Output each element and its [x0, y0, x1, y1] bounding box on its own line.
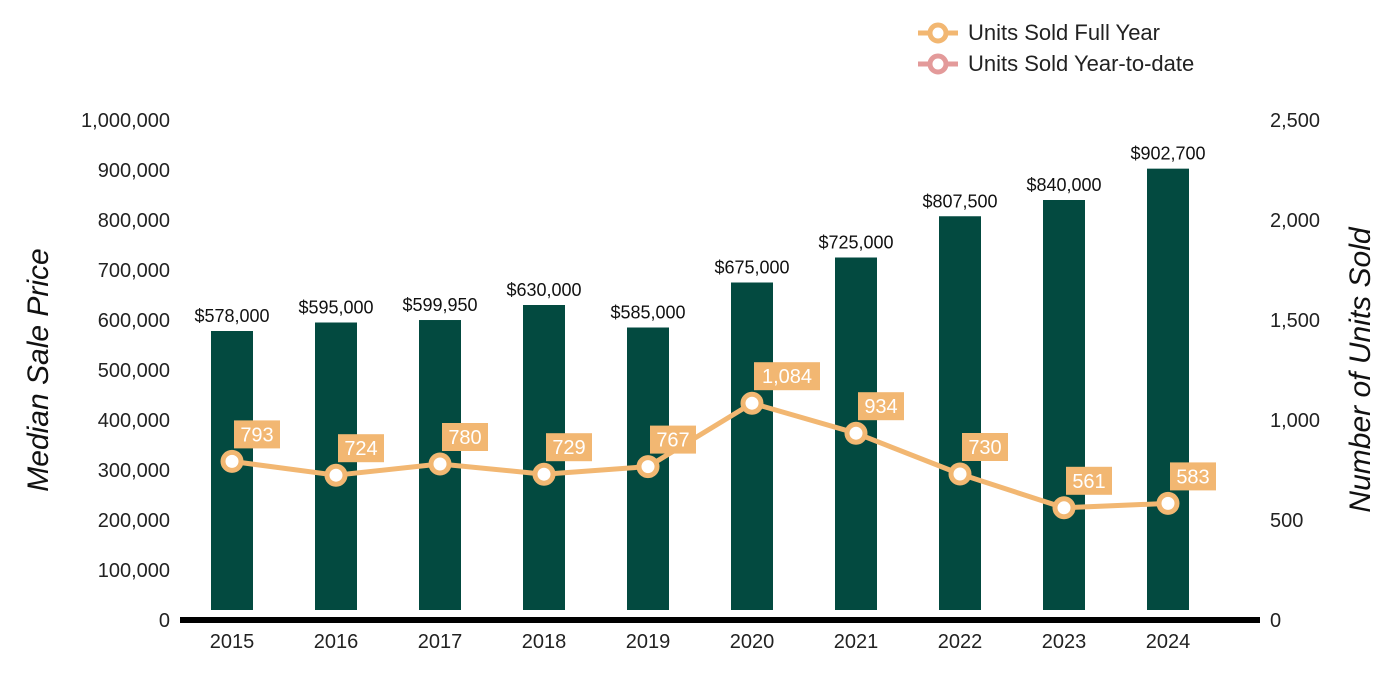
legend-label: Units Sold Year-to-date: [968, 51, 1194, 76]
x-tick-label: 2022: [938, 631, 983, 653]
point-label-box: [442, 423, 488, 451]
units-sold-point: [428, 452, 452, 476]
point-value-label: 780: [448, 427, 481, 449]
point-label-box: [338, 434, 384, 463]
x-tick-label: 2020: [730, 631, 775, 653]
bar: [1043, 200, 1085, 610]
x-tick-label: 2023: [1042, 631, 1087, 653]
y-tick-label: 1,000,000: [81, 110, 170, 132]
point-label-box: [1066, 466, 1112, 495]
point-value-label: 1,084: [762, 366, 812, 388]
y-right-axis-title: Number of Units Sold: [1344, 226, 1377, 512]
bar: [939, 216, 981, 610]
y-axis-title: Median Sale Price: [22, 248, 55, 491]
point-value-label: 724: [344, 438, 377, 460]
units-sold-point: [740, 391, 764, 415]
y-right-tick-label: 1,500: [1270, 310, 1320, 332]
x-tick-label: 2021: [834, 631, 879, 653]
y-tick-label: 700,000: [98, 260, 170, 282]
x-tick-label: 2017: [418, 631, 463, 653]
x-tick-label: 2024: [1146, 631, 1191, 653]
bar-value-label: $807,500: [922, 191, 997, 211]
bar: [1147, 168, 1189, 610]
x-axis-line: [180, 617, 1260, 623]
bar: [731, 282, 773, 610]
bar-value-label: $595,000: [298, 298, 373, 318]
y-right-tick-label: 2,000: [1270, 210, 1320, 232]
legend-label: Units Sold Full Year: [968, 20, 1160, 45]
point-value-label: 729: [552, 437, 585, 459]
point-label-box: [1170, 462, 1216, 491]
y-tick-label: 0: [159, 610, 170, 632]
point-value-label: 767: [656, 430, 689, 452]
point-value-label: 793: [240, 424, 273, 446]
y-right-tick-label: 1,000: [1270, 410, 1320, 432]
x-tick-label: 2015: [210, 631, 255, 653]
point-value-label: 934: [864, 396, 897, 418]
units-sold-point: [636, 455, 660, 479]
legend-swatch-marker: [927, 22, 949, 44]
y-tick-label: 400,000: [98, 410, 170, 432]
x-tick-label: 2018: [522, 631, 567, 653]
units-sold-point: [948, 462, 972, 486]
bar-value-label: $725,000: [818, 233, 893, 253]
point-label-box: [962, 433, 1008, 461]
bar-value-label: $585,000: [610, 303, 685, 323]
units-sold-point: [1156, 491, 1180, 515]
y-right-tick-label: 2,500: [1270, 110, 1320, 132]
bar-value-label: $902,700: [1130, 144, 1205, 164]
units-sold-point: [844, 421, 868, 445]
units-sold-point: [532, 462, 556, 486]
units-sold-line: [229, 400, 1171, 511]
point-label-box: [858, 392, 904, 421]
x-tick-label: 2016: [314, 631, 359, 653]
bar-value-label: $675,000: [714, 258, 789, 278]
y-tick-label: 200,000: [98, 510, 170, 532]
point-label-box: [754, 362, 820, 391]
y-tick-label: 800,000: [98, 210, 170, 232]
point-value-label: 583: [1176, 466, 1209, 488]
units-sold-point: [1052, 496, 1076, 520]
point-label-box: [546, 433, 592, 462]
bar-value-label: $840,000: [1026, 175, 1101, 195]
x-tick-label: 2019: [626, 631, 671, 653]
y-tick-label: 900,000: [98, 160, 170, 182]
units-sold-point: [220, 449, 244, 473]
point-value-label: 730: [968, 437, 1001, 459]
legend-swatch-marker: [927, 53, 949, 75]
bar-value-label: $599,950: [402, 295, 477, 315]
point-label-box: [650, 425, 696, 454]
point-label-box: [234, 420, 280, 449]
units-sold-point: [324, 463, 348, 487]
y-tick-label: 300,000: [98, 460, 170, 482]
bar-value-label: $630,000: [506, 280, 581, 300]
y-right-tick-label: 0: [1270, 610, 1281, 632]
point-value-label: 561: [1072, 471, 1105, 493]
bar-value-label: $578,000: [194, 306, 269, 326]
y-tick-label: 500,000: [98, 360, 170, 382]
y-right-tick-label: 500: [1270, 510, 1303, 532]
y-tick-label: 600,000: [98, 310, 170, 332]
y-tick-label: 100,000: [98, 560, 170, 582]
